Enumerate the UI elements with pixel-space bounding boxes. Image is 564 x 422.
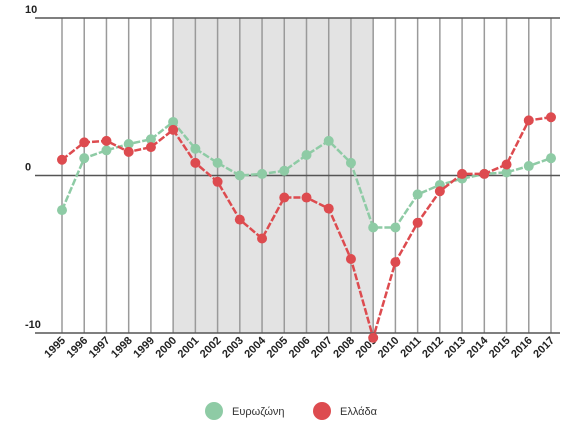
data-point bbox=[190, 157, 201, 168]
data-point bbox=[212, 157, 223, 168]
data-point bbox=[368, 222, 379, 233]
data-point bbox=[234, 214, 245, 225]
x-tick-label: 2004 bbox=[242, 334, 268, 360]
data-point bbox=[501, 159, 512, 170]
data-point bbox=[501, 167, 512, 178]
data-point bbox=[57, 205, 67, 216]
x-tick-label: 2003 bbox=[220, 335, 246, 361]
data-point bbox=[168, 116, 179, 127]
x-tick-label: 2010 bbox=[376, 335, 402, 361]
x-tick-label: 2006 bbox=[287, 335, 313, 361]
data-point bbox=[101, 135, 112, 146]
x-tick-label: 2015 bbox=[487, 335, 513, 361]
y-tick-label: 10 bbox=[25, 4, 37, 16]
y-tick-label: -10 bbox=[25, 319, 41, 331]
x-tick-label: 1998 bbox=[109, 335, 135, 361]
data-point bbox=[345, 253, 356, 264]
data-point bbox=[79, 137, 90, 148]
data-point bbox=[123, 146, 134, 157]
x-tick-label: 2014 bbox=[465, 334, 491, 360]
data-point bbox=[57, 154, 67, 165]
x-tick-label: 2007 bbox=[309, 335, 335, 361]
data-point bbox=[412, 217, 423, 228]
x-tick-label: 2002 bbox=[198, 335, 224, 361]
data-point bbox=[345, 157, 356, 168]
data-point bbox=[79, 153, 90, 164]
data-point bbox=[168, 124, 179, 135]
x-tick-label: 2005 bbox=[265, 335, 291, 361]
legend-marker bbox=[313, 402, 331, 420]
data-point bbox=[390, 257, 401, 268]
legend-label: Ελλάδα bbox=[340, 406, 378, 418]
x-tick-label: 2011 bbox=[398, 335, 423, 360]
data-point bbox=[523, 161, 534, 172]
data-point bbox=[368, 332, 379, 343]
data-point bbox=[301, 192, 312, 203]
data-point bbox=[434, 186, 445, 197]
data-point bbox=[279, 165, 290, 176]
data-point bbox=[190, 143, 201, 154]
data-point bbox=[212, 176, 223, 187]
data-point bbox=[412, 189, 423, 200]
x-tick-label: 1997 bbox=[87, 335, 113, 361]
x-tick-label: 2013 bbox=[442, 335, 468, 361]
data-point bbox=[123, 139, 134, 149]
data-point bbox=[546, 112, 556, 123]
x-tick-label: 2000 bbox=[153, 335, 179, 361]
legend-label: Ευρωζώνη bbox=[232, 406, 285, 418]
legend-marker bbox=[205, 402, 223, 420]
data-point bbox=[323, 135, 334, 146]
y-tick-label: 0 bbox=[25, 162, 31, 174]
data-point bbox=[279, 192, 290, 203]
x-tick-label: 2012 bbox=[420, 335, 446, 361]
x-tick-label: 2016 bbox=[509, 335, 535, 361]
data-point bbox=[145, 142, 156, 153]
x-tick-label: 2001 bbox=[176, 335, 202, 361]
x-tick-label: 1996 bbox=[65, 335, 91, 361]
data-point bbox=[257, 233, 268, 244]
x-tick-label: 2008 bbox=[331, 335, 357, 361]
data-point bbox=[523, 115, 534, 126]
data-point bbox=[257, 168, 268, 179]
x-tick-label: 1999 bbox=[131, 335, 157, 361]
data-point bbox=[301, 150, 312, 161]
data-point bbox=[145, 134, 156, 145]
x-tick-label: 1995 bbox=[42, 335, 68, 361]
data-point bbox=[323, 203, 334, 214]
x-tick-label: 2017 bbox=[531, 335, 557, 361]
data-point bbox=[234, 170, 245, 181]
data-point bbox=[457, 168, 468, 179]
data-point bbox=[479, 168, 490, 179]
data-point bbox=[390, 222, 401, 233]
data-point bbox=[101, 145, 112, 156]
data-point bbox=[546, 153, 556, 164]
